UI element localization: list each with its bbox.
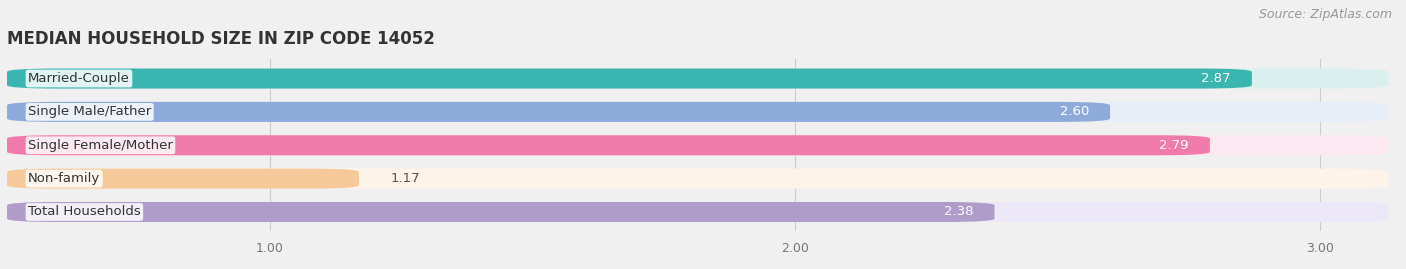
FancyBboxPatch shape <box>7 102 1389 122</box>
Text: 2.60: 2.60 <box>1060 105 1090 118</box>
Text: Married-Couple: Married-Couple <box>28 72 129 85</box>
Text: Source: ZipAtlas.com: Source: ZipAtlas.com <box>1258 8 1392 21</box>
FancyBboxPatch shape <box>7 202 1389 222</box>
FancyBboxPatch shape <box>7 202 994 222</box>
FancyBboxPatch shape <box>7 69 1389 89</box>
FancyBboxPatch shape <box>7 169 359 189</box>
FancyBboxPatch shape <box>7 102 1111 122</box>
Text: Single Female/Mother: Single Female/Mother <box>28 139 173 152</box>
FancyBboxPatch shape <box>7 135 1211 155</box>
Text: Total Households: Total Households <box>28 206 141 218</box>
FancyBboxPatch shape <box>7 169 1389 189</box>
Text: 2.87: 2.87 <box>1201 72 1230 85</box>
FancyBboxPatch shape <box>7 69 1251 89</box>
Text: 2.79: 2.79 <box>1160 139 1189 152</box>
FancyBboxPatch shape <box>7 135 1389 155</box>
Text: MEDIAN HOUSEHOLD SIZE IN ZIP CODE 14052: MEDIAN HOUSEHOLD SIZE IN ZIP CODE 14052 <box>7 30 434 48</box>
Text: 2.38: 2.38 <box>943 206 973 218</box>
Text: Non-family: Non-family <box>28 172 100 185</box>
Text: 1.17: 1.17 <box>391 172 420 185</box>
Text: Single Male/Father: Single Male/Father <box>28 105 152 118</box>
